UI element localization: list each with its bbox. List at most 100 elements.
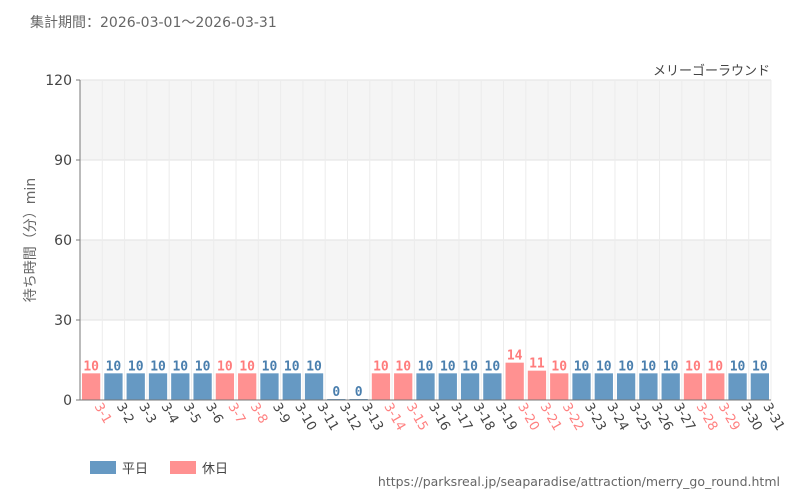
value-label-3-14: 10 [373,359,389,374]
value-label-3-29: 10 [707,359,723,374]
bar-3-4 [148,373,168,400]
x-tick-label-3-20: 3-20 [514,401,542,434]
value-label-3-19: 10 [485,359,501,374]
x-tick-label-3-19: 3-19 [492,401,520,434]
y-axis-label: 待ち時間（分）min [23,178,39,302]
bar-3-1 [82,373,101,400]
x-tick-label-3-30: 3-30 [737,401,765,434]
bar-3-14 [371,373,391,400]
y-tick-label: 30 [54,313,72,329]
value-label-3-6: 10 [195,359,211,374]
x-tick-label-3-3: 3-3 [135,401,159,427]
bar-3-17 [438,373,457,400]
bar-3-22 [550,373,569,400]
x-tick-label-3-7: 3-7 [224,401,248,427]
chart-title: メリーゴーラウンド [653,63,770,79]
plot-band [80,160,771,240]
bar-3-23 [572,373,591,400]
bar-3-7 [215,373,235,400]
bar-3-5 [171,373,190,400]
legend-swatch-weekday [90,461,116,474]
y-tick-label: 120 [45,73,72,89]
legend-label-holiday: 休日 [202,462,229,477]
bar-3-8 [238,373,257,400]
value-label-3-11: 10 [306,359,322,374]
value-label-3-23: 10 [574,359,590,374]
value-label-3-27: 10 [663,359,679,374]
x-tick-label-3-29: 3-29 [715,401,743,434]
y-tick-labels: 0 30 60 90 120 [45,73,80,409]
x-tick-label-3-13: 3-13 [358,401,386,434]
bar-3-30 [728,373,747,400]
x-tick-label-3-26: 3-26 [648,401,676,434]
value-label-3-16: 10 [418,359,434,374]
bar-3-20 [505,362,524,400]
value-label-3-9: 10 [262,359,278,374]
x-tick-label-3-10: 3-10 [291,401,319,434]
value-label-3-28: 10 [685,359,701,374]
bar-3-16 [416,373,435,400]
x-tick-label-3-21: 3-21 [536,401,564,434]
y-tick-label: 60 [54,233,72,249]
bar-3-28 [683,373,703,400]
value-label-3-5: 10 [172,359,188,374]
value-label-3-10: 10 [284,359,300,374]
x-tick-label-3-9: 3-9 [269,401,293,427]
bar-3-31 [750,373,769,400]
legend-item-weekday: 平日 [90,458,148,477]
value-label-3-18: 10 [462,359,478,374]
x-tick-label-3-15: 3-15 [403,401,431,434]
bar-3-3 [126,373,145,400]
value-label-3-17: 10 [440,359,456,374]
legend-swatch-holiday [170,461,197,474]
legend-label-weekday: 平日 [122,462,149,477]
bar-3-21 [527,370,547,400]
bar-3-24 [594,373,613,400]
x-tick-label-3-24: 3-24 [603,401,631,434]
bar-3-6 [193,373,212,400]
source-url[interactable]: https://parksreal.jp/seaparadise/attract… [377,474,780,489]
x-tick-label-3-18: 3-18 [470,401,498,434]
x-tick-label-3-4: 3-4 [158,401,182,427]
period-label: 集計期間：2026-03-01～2026-03-31 [30,15,277,31]
y-tick-label: 90 [54,153,72,169]
plot-band [80,240,771,320]
x-tick-labels: 3-13-23-33-43-53-63-73-83-93-103-113-123… [91,401,787,434]
x-tick-label-3-5: 3-5 [180,401,204,427]
value-label-3-2: 10 [106,359,122,374]
x-tick-label-3-16: 3-16 [425,401,453,434]
value-label-3-3: 10 [128,359,144,374]
x-tick-label-3-27: 3-27 [670,401,698,434]
x-tick-label-3-11: 3-11 [314,401,342,434]
value-label-3-15: 10 [395,359,411,374]
legend-item-holiday: 休日 [170,458,228,477]
bar-3-11 [304,373,324,400]
x-tick-label-3-14: 3-14 [380,401,408,434]
value-label-3-26: 10 [641,359,657,374]
bar-3-2 [104,373,123,400]
x-tick-label-3-22: 3-22 [559,401,587,434]
bar-3-15 [394,373,413,400]
value-label-3-31: 10 [752,359,768,374]
value-label-3-1: 10 [83,359,99,374]
bar-3-27 [661,373,680,400]
legend: 平日 休日 [90,458,228,477]
value-label-3-24: 10 [596,359,612,374]
y-tick-label: 0 [63,393,72,409]
value-labels-group: 10 10 10 10 10 10 10 10 10 10 10 0 0 10 10 10 10 10 10 14 11… [83,349,768,400]
value-label-3-21: 11 [529,357,545,372]
bar-3-19 [483,373,502,400]
x-tick-label-3-12: 3-12 [336,401,364,434]
value-label-3-13: 0 [355,385,363,400]
value-label-3-4: 10 [150,359,166,374]
x-tick-label-3-6: 3-6 [202,401,226,427]
bar-3-18 [460,373,480,400]
value-label-3-8: 10 [239,359,255,374]
value-label-3-25: 10 [618,359,634,374]
x-tick-label-3-31: 3-31 [759,401,787,434]
x-tick-label-3-25: 3-25 [626,401,654,434]
x-tick-label-3-28: 3-28 [693,401,721,434]
bar-3-25 [616,373,636,400]
value-label-3-7: 10 [217,359,233,374]
